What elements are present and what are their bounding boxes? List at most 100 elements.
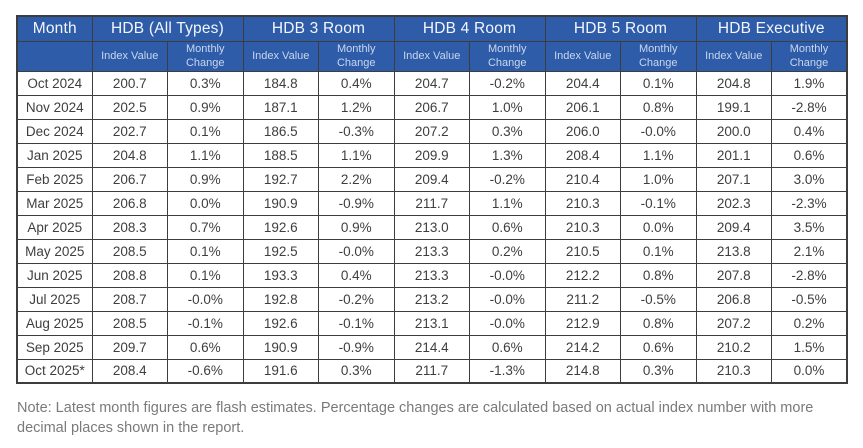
monthly-change-cell: -0.0%	[469, 310, 546, 336]
table-row: Oct 2024 200.7 0.3% 184.8 0.4% 204.7 -0.2% 204.…	[16, 70, 848, 96]
monthly-change-cell: 0.6%	[469, 214, 546, 240]
table-row: Jun 2025 208.8 0.1% 193.3 0.4% 213.3 -0.0% 212.…	[16, 262, 848, 288]
index-value-cell: 192.5	[242, 238, 319, 264]
monthly-change-cell: -0.1%	[318, 310, 395, 336]
month-cell: Oct 2025*	[16, 358, 93, 384]
monthly-change-cell: 0.7%	[167, 214, 244, 240]
monthly-change-cell: -0.1%	[620, 190, 697, 216]
monthly-change-cell: 1.0%	[469, 94, 546, 120]
table-header: Month HDB (All Types) HDB 3 Room HDB 4 R…	[16, 15, 848, 72]
index-value-cell: 210.2	[695, 334, 772, 360]
monthly-change-cell: -0.2%	[469, 166, 546, 192]
monthly-change-cell: -0.0%	[469, 262, 546, 288]
month-cell: Mar 2025	[16, 190, 93, 216]
subheader-monthly-change: Monthly Change	[771, 40, 848, 72]
index-value-cell: 206.8	[91, 190, 168, 216]
column-header-hdb-4-room: HDB 4 Room	[393, 15, 546, 42]
table-row: Aug 2025 208.5 -0.1% 192.6 -0.1% 213.1 -0.0% 21…	[16, 310, 848, 336]
monthly-change-cell: 0.0%	[620, 214, 697, 240]
index-value-cell: 206.7	[393, 94, 470, 120]
table-row: Mar 2025 206.8 0.0% 190.9 -0.9% 211.7 1.1% 210.…	[16, 190, 848, 216]
index-value-cell: 206.7	[91, 166, 168, 192]
index-value-cell: 202.3	[695, 190, 772, 216]
monthly-change-cell: 0.1%	[167, 118, 244, 144]
index-value-cell: 212.2	[544, 262, 621, 288]
monthly-change-cell: -0.2%	[469, 70, 546, 96]
monthly-change-cell: -0.0%	[318, 238, 395, 264]
index-value-cell: 208.4	[91, 358, 168, 384]
monthly-change-cell: 1.9%	[771, 70, 848, 96]
month-cell: Nov 2024	[16, 94, 93, 120]
month-cell: Jun 2025	[16, 262, 93, 288]
index-value-cell: 204.4	[544, 70, 621, 96]
index-value-cell: 200.0	[695, 118, 772, 144]
monthly-change-cell: 0.4%	[318, 70, 395, 96]
index-value-cell: 193.3	[242, 262, 319, 288]
monthly-change-cell: 0.8%	[620, 262, 697, 288]
index-value-cell: 206.8	[695, 286, 772, 312]
subheader-index-value: Index Value	[695, 40, 772, 72]
monthly-change-cell: 0.9%	[318, 214, 395, 240]
column-header-hdb-executive: HDB Executive	[695, 15, 848, 42]
subheader-index-value: Index Value	[544, 40, 621, 72]
month-cell: Feb 2025	[16, 166, 93, 192]
monthly-change-cell: -0.1%	[167, 310, 244, 336]
index-value-cell: 213.2	[393, 286, 470, 312]
index-value-cell: 191.6	[242, 358, 319, 384]
index-value-cell: 209.4	[695, 214, 772, 240]
index-value-cell: 208.7	[91, 286, 168, 312]
table-row: Dec 2024 202.7 0.1% 186.5 -0.3% 207.2 0.3% 206.…	[16, 118, 848, 144]
page: Month HDB (All Types) HDB 3 Room HDB 4 R…	[16, 15, 848, 437]
monthly-change-cell: -0.0%	[167, 286, 244, 312]
table-row: Apr 2025 208.3 0.7% 192.6 0.9% 213.0 0.6% 210.3…	[16, 214, 848, 240]
month-cell: Sep 2025	[16, 334, 93, 360]
month-cell: Dec 2024	[16, 118, 93, 144]
index-value-cell: 206.0	[544, 118, 621, 144]
index-value-cell: 210.4	[544, 166, 621, 192]
index-value-cell: 184.8	[242, 70, 319, 96]
monthly-change-cell: 1.1%	[167, 142, 244, 168]
index-value-cell: 213.3	[393, 262, 470, 288]
monthly-change-cell: 0.3%	[469, 118, 546, 144]
column-header-month: Month	[16, 15, 93, 42]
index-value-cell: 190.9	[242, 334, 319, 360]
month-cell: Aug 2025	[16, 310, 93, 336]
monthly-change-cell: 1.3%	[469, 142, 546, 168]
index-value-cell: 208.3	[91, 214, 168, 240]
index-value-cell: 199.1	[695, 94, 772, 120]
index-value-cell: 190.9	[242, 190, 319, 216]
index-value-cell: 211.7	[393, 190, 470, 216]
index-value-cell: 192.6	[242, 310, 319, 336]
monthly-change-cell: -1.3%	[469, 358, 546, 384]
monthly-change-cell: 0.0%	[771, 358, 848, 384]
index-value-cell: 212.9	[544, 310, 621, 336]
monthly-change-cell: -0.5%	[620, 286, 697, 312]
monthly-change-cell: 1.1%	[620, 142, 697, 168]
index-value-cell: 213.1	[393, 310, 470, 336]
index-value-cell: 186.5	[242, 118, 319, 144]
month-cell: Oct 2024	[16, 70, 93, 96]
subheader-index-value: Index Value	[91, 40, 168, 72]
month-cell: Jul 2025	[16, 286, 93, 312]
monthly-change-cell: 1.2%	[318, 94, 395, 120]
table-row: Jul 2025 208.7 -0.0% 192.8 -0.2% 213.2 -0.0% 21…	[16, 286, 848, 312]
monthly-change-cell: 0.2%	[469, 238, 546, 264]
table-row: Jan 2025 204.8 1.1% 188.5 1.1% 209.9 1.3% 208.4…	[16, 142, 848, 168]
index-value-cell: 214.8	[544, 358, 621, 384]
index-value-cell: 207.8	[695, 262, 772, 288]
table-body: Oct 2024 200.7 0.3% 184.8 0.4% 204.7 -0.2% 204.…	[16, 70, 848, 384]
monthly-change-cell: 0.6%	[620, 334, 697, 360]
index-value-cell: 204.8	[91, 142, 168, 168]
monthly-change-cell: 0.1%	[167, 262, 244, 288]
index-value-cell: 210.3	[544, 214, 621, 240]
monthly-change-cell: -0.6%	[167, 358, 244, 384]
column-header-hdb-5-room: HDB 5 Room	[544, 15, 697, 42]
footnote: Note: Latest month figures are flash est…	[17, 400, 814, 437]
index-value-cell: 187.1	[242, 94, 319, 120]
index-value-cell: 209.9	[393, 142, 470, 168]
table-row: May 2025 208.5 0.1% 192.5 -0.0% 213.3 0.2% 210.…	[16, 238, 848, 264]
month-cell: Apr 2025	[16, 214, 93, 240]
monthly-change-cell: -2.3%	[771, 190, 848, 216]
monthly-change-cell: -0.0%	[620, 118, 697, 144]
monthly-change-cell: 0.1%	[620, 238, 697, 264]
